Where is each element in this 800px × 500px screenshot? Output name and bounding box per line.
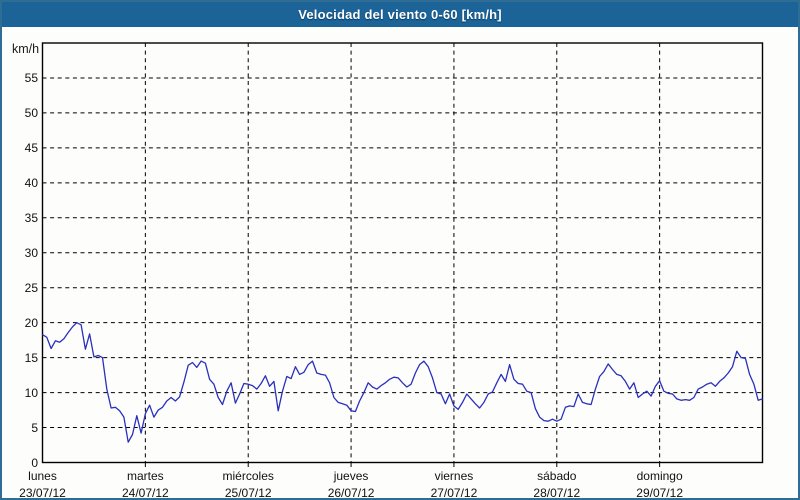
x-day-date: 29/07/12 <box>636 485 683 500</box>
y-axis-unit-label: km/h <box>12 42 40 56</box>
x-day-date: 27/07/12 <box>430 485 478 500</box>
y-tick-label: 50 <box>24 105 38 120</box>
wind-speed-series <box>41 322 764 443</box>
y-tick-label: 40 <box>24 175 38 190</box>
y-tick-label: 35 <box>24 210 38 225</box>
chart-region: km/h 0 5 10 15 20 25 30 35 40 45 50 55 lunes 23/07/1… <box>2 27 798 498</box>
y-tick-label: 5 <box>31 420 38 435</box>
x-day-name: lunes <box>28 469 57 483</box>
y-tick-label: 20 <box>24 315 38 330</box>
chart-title-bar: Velocidad del viento 0-60 [km/h] <box>2 2 798 27</box>
x-day-name: domingo <box>636 469 683 483</box>
plot-border <box>41 42 764 464</box>
y-tick-label: 30 <box>24 245 38 260</box>
x-day-date: 23/07/12 <box>19 485 66 500</box>
x-day-name: jueves <box>333 469 369 483</box>
x-day-date: 28/07/12 <box>533 485 581 500</box>
y-tick-label: 25 <box>24 280 38 295</box>
x-day-name: martes <box>127 469 164 483</box>
y-tick-label: 10 <box>24 385 38 400</box>
chart-title: Velocidad del viento 0-60 [km/h] <box>298 7 502 22</box>
y-tick-label: 55 <box>24 70 38 85</box>
x-day-date: 25/07/12 <box>224 485 272 500</box>
x-day-date: 26/07/12 <box>327 485 375 500</box>
x-day-name: sábado <box>537 469 577 483</box>
y-tick-label: 0 <box>31 455 38 470</box>
y-tick-label: 45 <box>24 140 38 155</box>
x-day-name: viernes <box>434 469 474 483</box>
x-day-date: 24/07/12 <box>121 485 169 500</box>
y-tick-label: 15 <box>24 350 38 365</box>
wind-speed-line-chart <box>41 42 764 467</box>
x-day-name: miércoles <box>222 469 274 483</box>
